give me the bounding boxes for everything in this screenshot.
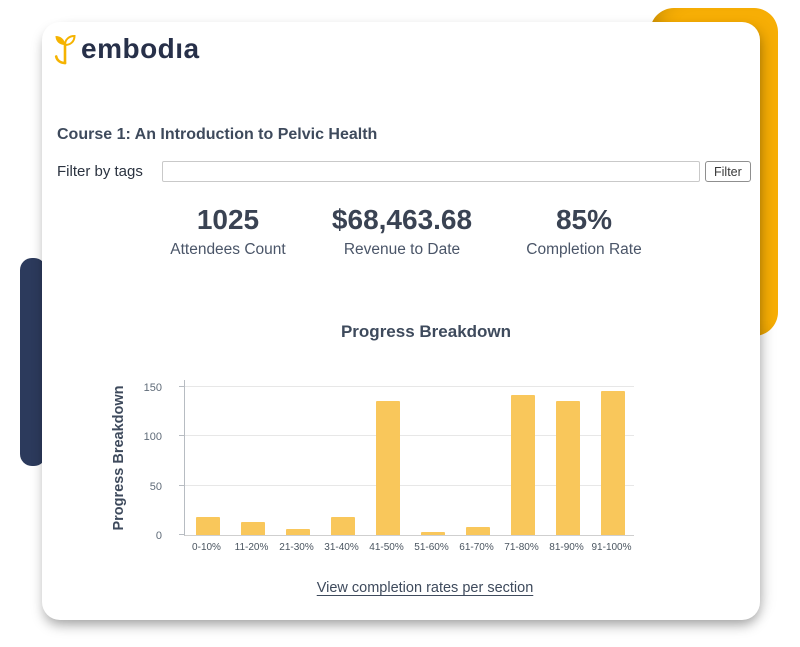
x-tick-label: 81-90% xyxy=(549,542,584,553)
stat-label: Attendees Count xyxy=(170,241,286,258)
chart-plot xyxy=(179,380,634,536)
stat-value: 1025 xyxy=(196,204,260,235)
x-tick-label: 11-20% xyxy=(234,542,269,553)
y-tick-mark xyxy=(179,484,185,486)
course-title: Course 1: An Introduction to Pelvic Heal… xyxy=(57,126,378,143)
y-tick-label: 50 xyxy=(149,480,162,493)
stat-value: $68,463.68 xyxy=(331,204,473,235)
brand-logo: embodıa xyxy=(52,33,200,65)
gridline xyxy=(185,435,634,437)
stat-label: Completion Rate xyxy=(526,241,642,258)
y-axis-ticks: 0 50 100 150 xyxy=(122,380,162,542)
chart-bar xyxy=(330,517,355,535)
x-tick-label: 61-70% xyxy=(459,542,494,553)
x-tick-label: 91-100% xyxy=(591,542,632,553)
stat-attendees-count: 1025 Attendees Count xyxy=(118,204,338,259)
dashboard-card: embodıa Course 1: An Introduction to Pel… xyxy=(42,22,760,620)
gridline xyxy=(185,484,634,486)
y-tick-mark xyxy=(179,386,185,387)
x-tick-label: 41-50% xyxy=(369,542,404,553)
stat-completion-rate: 85% Completion Rate xyxy=(474,204,694,259)
chart-bar xyxy=(465,527,490,535)
stat-revenue-to-date: $68,463.68 Revenue to Date xyxy=(292,204,512,259)
x-tick-label: 21-30% xyxy=(279,542,314,553)
y-tick-mark xyxy=(179,534,185,535)
x-tick-label: 71-80% xyxy=(504,542,539,553)
chart-bar xyxy=(240,522,265,535)
stat-value: 85% xyxy=(555,204,613,235)
filter-tags-input[interactable] xyxy=(162,161,700,182)
x-tick-label: 0-10% xyxy=(192,542,221,553)
y-tick-label: 150 xyxy=(143,382,162,394)
chart-bar xyxy=(285,529,310,535)
chart-bar xyxy=(195,517,220,535)
y-tick-mark xyxy=(179,435,185,437)
y-tick-label: 100 xyxy=(143,431,162,444)
filter-label: Filter by tags xyxy=(57,163,143,180)
chart-bar xyxy=(555,400,580,535)
x-axis-labels: 0-10% 11-20% 21-30% 31-40% 41-50% 51-60% 61-70… xyxy=(184,542,634,556)
logo-text: embodıa xyxy=(81,33,200,64)
chart-bar xyxy=(600,390,625,535)
gridline xyxy=(185,386,634,387)
x-tick-label: 51-60% xyxy=(414,542,449,553)
sprout-leaf-icon xyxy=(54,34,76,65)
chart-bar xyxy=(510,394,535,535)
stat-label: Revenue to Date xyxy=(343,241,461,258)
chart-bar xyxy=(375,400,400,535)
chart-title: Progress Breakdown xyxy=(340,322,512,341)
x-tick-label: 31-40% xyxy=(324,542,359,553)
y-tick-label: 0 xyxy=(155,530,162,542)
decor-navy-shape xyxy=(20,258,46,466)
filter-button[interactable]: Filter xyxy=(705,161,751,182)
chart-bar xyxy=(420,532,445,535)
view-completion-link[interactable]: View completion rates per section xyxy=(316,580,534,596)
